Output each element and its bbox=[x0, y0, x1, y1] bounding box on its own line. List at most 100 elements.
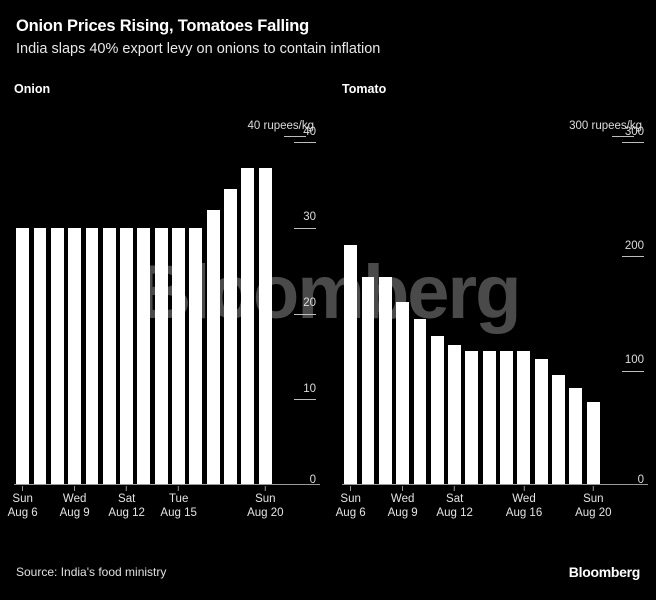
x-axis-tick-weekday: Sun bbox=[255, 493, 276, 505]
y-axis-tick: 100 bbox=[622, 355, 644, 372]
y-axis-tick: 200 bbox=[622, 239, 644, 258]
x-axis-tick: Sat Aug 12 bbox=[108, 486, 145, 520]
x-axis-tick: Sun Aug 6 bbox=[336, 486, 366, 520]
y-axis-tick-rule bbox=[294, 399, 316, 401]
x-axis-tick-weekday: Sat bbox=[446, 493, 464, 505]
bar bbox=[500, 350, 514, 484]
y-axis-tick-label: 0 bbox=[637, 473, 644, 486]
x-axis-tick: Wed Aug 9 bbox=[388, 486, 418, 520]
x-axis-tick-date: Aug 9 bbox=[59, 506, 90, 519]
bar bbox=[448, 344, 462, 484]
bar bbox=[33, 227, 47, 484]
bar bbox=[50, 227, 64, 484]
bloomberg-logo: Bloomberg bbox=[568, 564, 641, 580]
y-axis-tick-label: 40 bbox=[303, 125, 316, 138]
x-axis-tick-mark bbox=[178, 486, 180, 491]
x-axis-tick: Sun Aug 20 bbox=[247, 486, 284, 520]
y-axis-tick: 40 bbox=[294, 125, 316, 143]
bar bbox=[172, 227, 186, 484]
x-axis-tick-weekday: Sat bbox=[118, 493, 136, 505]
chart-header: Onion Prices Rising, Tomatoes Falling In… bbox=[0, 0, 656, 58]
y-axis-tick-label: 30 bbox=[303, 211, 316, 224]
x-axis-tick-weekday: Sun bbox=[340, 493, 361, 505]
x-axis-tick-weekday: Sun bbox=[12, 493, 33, 505]
y-axis-tick: 30 bbox=[294, 212, 316, 229]
x-axis-tick-date: Aug 20 bbox=[247, 506, 284, 519]
bar bbox=[241, 167, 255, 484]
units-caption-tomato-text: 300 rupees/kg bbox=[569, 120, 642, 132]
bar bbox=[16, 227, 30, 484]
x-axis-tick: Wed Aug 9 bbox=[60, 486, 90, 520]
panel-title-tomato: Tomato bbox=[342, 82, 387, 96]
bar bbox=[120, 227, 134, 484]
bar bbox=[361, 276, 375, 484]
y-axis-tick-label: 0 bbox=[309, 473, 316, 486]
x-axis-tick-date: Aug 16 bbox=[505, 506, 543, 519]
bar bbox=[344, 244, 358, 484]
y-axis-tick-label: 10 bbox=[303, 382, 316, 395]
x-axis-tick-mark bbox=[264, 486, 266, 491]
chart-panel-tomato: Tomato 300 rupees/kg 0 100 200 300 Sun Aug 6… bbox=[328, 82, 656, 532]
x-axis-tick-mark bbox=[350, 486, 352, 491]
bar bbox=[396, 301, 410, 484]
bar bbox=[413, 318, 427, 484]
y-axis-tick: 0 bbox=[309, 473, 316, 487]
units-tick-tomato bbox=[612, 136, 634, 137]
x-axis-tick-weekday: Wed bbox=[62, 493, 87, 505]
x-axis-tick: Tue Aug 15 bbox=[160, 486, 197, 520]
x-axis-tick-date: Aug 15 bbox=[160, 506, 197, 519]
y-axis-tick: 300 bbox=[622, 125, 644, 143]
page-subtitle: India slaps 40% export levy on onions to… bbox=[16, 40, 381, 57]
y-axis-tick: 0 bbox=[637, 473, 644, 487]
x-axis-tick-mark bbox=[22, 486, 24, 491]
y-axis-tick-rule bbox=[294, 227, 316, 229]
bar bbox=[586, 401, 600, 484]
bar bbox=[189, 227, 203, 484]
x-axis-tick-mark bbox=[454, 486, 456, 491]
bar bbox=[482, 350, 496, 484]
units-caption-onion: 40 rupees/kg bbox=[248, 120, 314, 137]
y-axis-tick-label: 200 bbox=[624, 239, 644, 252]
x-axis-tick-weekday: Wed bbox=[390, 493, 415, 505]
bar bbox=[206, 210, 220, 484]
x-axis-tick: Sun Aug 6 bbox=[8, 486, 38, 520]
x-axis-tick: Sat Aug 12 bbox=[436, 486, 473, 520]
x-axis-tick-date: Aug 6 bbox=[335, 506, 366, 519]
x-axis-tick-mark bbox=[523, 486, 525, 491]
x-axis-line-tomato bbox=[342, 484, 648, 485]
bar bbox=[430, 335, 444, 484]
x-axis-tick-mark bbox=[402, 486, 404, 491]
y-axis-tick: 20 bbox=[294, 297, 316, 315]
y-axis-tomato: 0 100 200 300 bbox=[604, 126, 652, 487]
bar bbox=[517, 350, 531, 484]
x-axis-tick-date: Aug 12 bbox=[436, 506, 473, 519]
x-axis-tick-weekday: Sun bbox=[583, 493, 604, 505]
y-axis-tick-rule bbox=[622, 256, 644, 258]
y-axis-tick-rule bbox=[622, 370, 644, 372]
bar bbox=[154, 227, 168, 484]
x-axis-line-onion bbox=[14, 484, 320, 485]
bar-series-tomato bbox=[342, 142, 602, 484]
panel-title-onion: Onion bbox=[14, 82, 51, 96]
plot-area-tomato bbox=[342, 142, 648, 485]
bar-series-onion bbox=[14, 142, 274, 484]
bar bbox=[569, 388, 583, 484]
y-axis-tick-rule bbox=[294, 142, 316, 143]
x-axis-tick-date: Aug 6 bbox=[7, 506, 38, 519]
bar bbox=[68, 227, 82, 484]
y-axis-tick-label: 300 bbox=[624, 125, 644, 138]
page-title: Onion Prices Rising, Tomatoes Falling bbox=[16, 17, 310, 35]
plot-area-onion bbox=[14, 142, 320, 485]
y-axis-tick-label: 100 bbox=[624, 354, 644, 367]
bar bbox=[465, 350, 479, 484]
x-axis-tick-weekday: Tue bbox=[168, 493, 189, 505]
x-axis-tick-date: Aug 12 bbox=[108, 506, 145, 519]
chart-footer: Source: India's food ministry Bloomberg bbox=[0, 544, 656, 600]
bar bbox=[258, 167, 272, 484]
chart-panel-onion: Onion 40 rupees/kg 0 10 20 30 40 Sun Aug 6 Wed… bbox=[0, 82, 328, 532]
x-axis-tick-date: Aug 20 bbox=[575, 506, 612, 519]
x-axis-ticks-onion: Sun Aug 6 Wed Aug 9 Sat Aug 12 Tue Aug 15 Sun Aug… bbox=[8, 486, 284, 532]
charts-container: Onion 40 rupees/kg 0 10 20 30 40 Sun Aug 6 Wed… bbox=[0, 82, 656, 532]
x-axis-tick-mark bbox=[592, 486, 594, 491]
bar bbox=[378, 276, 392, 484]
